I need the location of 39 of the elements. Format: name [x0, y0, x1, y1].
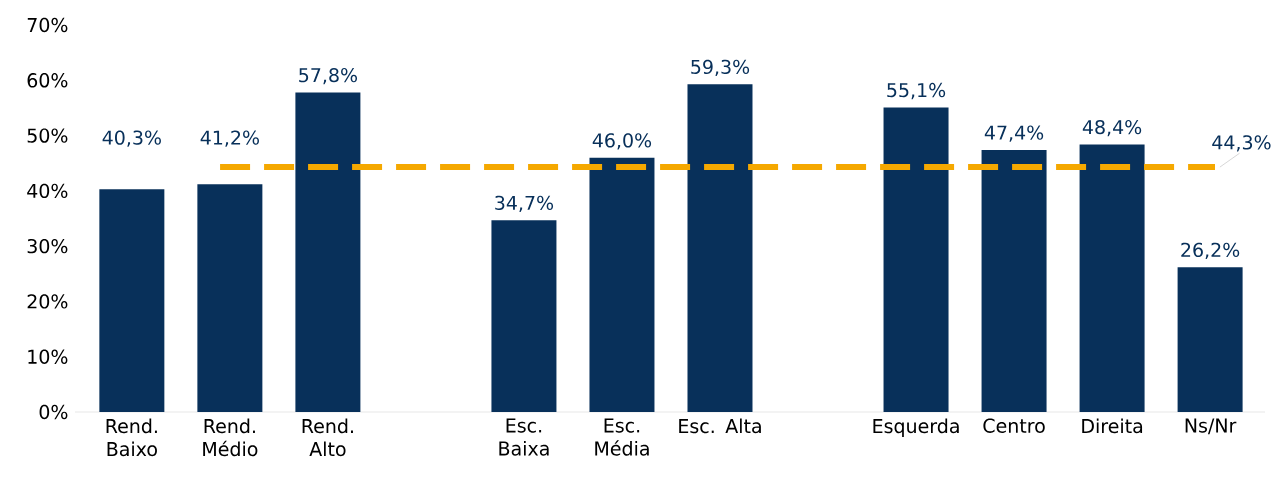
- x-tick-label: Esc. Alta: [679, 418, 761, 434]
- bar: [99, 189, 165, 412]
- bar: [491, 220, 557, 412]
- x-tick-label: Centro: [983, 418, 1045, 433]
- y-tick-label: 0%: [39, 404, 68, 420]
- x-tick-label: Rend. Médio: [203, 418, 258, 457]
- x-tick-label: Ns/Nr: [1185, 418, 1237, 435]
- data-label: 57,8%: [299, 67, 358, 85]
- bar: [589, 157, 655, 412]
- bar: [1079, 144, 1145, 412]
- ref-line-label: 44,3%: [1212, 135, 1271, 152]
- bar: [981, 149, 1047, 412]
- y-tick-label: 20%: [27, 294, 68, 309]
- x-tick-label: Esquerda: [873, 418, 959, 437]
- x-tick-label: Direita: [1082, 418, 1143, 434]
- y-tick-label: 50%: [27, 128, 68, 143]
- data-label: 26,2%: [1181, 242, 1240, 259]
- bar: [295, 92, 361, 412]
- data-label: 41,2%: [200, 130, 259, 147]
- data-label: 34,7%: [495, 195, 554, 212]
- x-tick-label: Esc. Média: [595, 418, 649, 456]
- data-label: 59,3%: [691, 59, 750, 76]
- y-tick-label: 40%: [27, 183, 68, 199]
- y-tick-label: 30%: [27, 238, 68, 254]
- bar: [883, 107, 949, 412]
- bar: [197, 184, 263, 412]
- data-label: 40,3%: [102, 130, 161, 147]
- data-label: 55,1%: [887, 82, 946, 100]
- x-tick-label: Rend. Baixo: [106, 418, 157, 457]
- x-tick-label: Esc. Baixa: [499, 418, 549, 456]
- bar: [687, 84, 753, 412]
- data-label: 47,4%: [984, 125, 1044, 142]
- data-label: 48,4%: [1082, 119, 1142, 137]
- y-tick-label: 60%: [27, 73, 68, 88]
- bar: [1177, 267, 1243, 412]
- y-tick-label: 70%: [27, 17, 68, 33]
- y-tick-label: 10%: [28, 349, 68, 364]
- data-label: 46,0%: [592, 133, 652, 150]
- x-tick-label: Rend. Alto: [302, 418, 353, 457]
